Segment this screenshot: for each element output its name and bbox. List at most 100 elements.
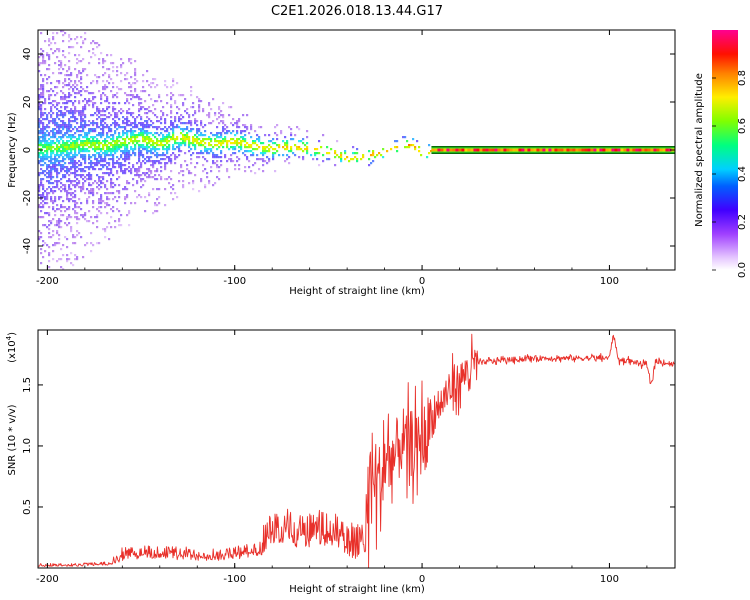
spectrogram-cell bbox=[110, 150, 113, 153]
spectrogram-cell bbox=[98, 58, 101, 61]
spectrogram-cell bbox=[46, 166, 49, 169]
spectrogram-cell bbox=[74, 172, 77, 175]
spectrogram-cell bbox=[182, 94, 185, 97]
spectrogram-cell bbox=[86, 134, 89, 137]
spectrogram-cell bbox=[134, 60, 137, 63]
spectrogram-cell bbox=[104, 192, 107, 195]
spectrogram-cell bbox=[58, 196, 61, 199]
spectrogram-cell bbox=[90, 130, 93, 133]
spectrogram-cell bbox=[60, 154, 63, 157]
spectrogram-cell bbox=[82, 188, 85, 191]
spectrogram-cell bbox=[108, 102, 111, 105]
spectrogram-cell bbox=[66, 152, 69, 155]
spectrogram-cell bbox=[68, 110, 71, 113]
spectrogram-cell bbox=[58, 126, 61, 129]
spectrogram-cell bbox=[140, 180, 143, 183]
spectrogram-cell bbox=[66, 110, 69, 113]
spectrogram-cell bbox=[240, 140, 243, 143]
spectrogram-cell bbox=[70, 144, 73, 147]
spectrogram-cell bbox=[302, 142, 305, 145]
spectrogram-cell bbox=[76, 84, 79, 87]
spectrogram-cell bbox=[138, 146, 141, 149]
spectrogram-cell bbox=[168, 176, 171, 179]
spectrogram-cell bbox=[72, 160, 75, 163]
spectrogram-cell bbox=[114, 152, 117, 155]
spectrogram-cell bbox=[76, 216, 79, 219]
spectrogram-cell bbox=[74, 148, 77, 151]
spectrogram-cell bbox=[254, 130, 257, 133]
spectrogram-cell bbox=[80, 60, 83, 63]
spectrogram-cell bbox=[130, 202, 133, 205]
spectrogram-cell bbox=[48, 134, 51, 137]
spectrogram-cell bbox=[126, 150, 129, 153]
spectrogram-cell bbox=[144, 130, 147, 133]
spectrogram-cell bbox=[154, 162, 157, 165]
spectrogram-cell bbox=[46, 52, 49, 55]
spectrogram-cell bbox=[62, 140, 65, 143]
spectrogram-cell bbox=[136, 196, 139, 199]
spectrogram-cell bbox=[46, 134, 49, 137]
spectrogram-cell bbox=[104, 150, 107, 153]
tone-cell bbox=[665, 148, 669, 152]
x-tick-label: -200 bbox=[36, 574, 59, 585]
spectrogram-cell bbox=[208, 116, 211, 119]
spectrogram-cell bbox=[84, 126, 87, 129]
spectrogram-cell bbox=[52, 168, 55, 171]
spectrogram-cell bbox=[86, 166, 89, 169]
spectrogram-cell bbox=[98, 176, 101, 179]
spectrogram-cell bbox=[160, 140, 163, 143]
spectrogram-cell bbox=[154, 154, 157, 157]
spectrogram-cell bbox=[64, 190, 67, 193]
spectrogram-cell bbox=[68, 148, 71, 151]
spectrogram-cell bbox=[64, 154, 67, 157]
spectrogram-cell bbox=[54, 94, 57, 97]
spectrogram-cell bbox=[74, 92, 77, 95]
spectrogram-cell bbox=[284, 160, 287, 163]
spectrogram-cell bbox=[106, 108, 109, 111]
spectrogram-cell bbox=[274, 148, 277, 151]
spectrogram-cell bbox=[136, 126, 139, 129]
spectrogram-cell bbox=[86, 124, 89, 127]
spectrogram-cell bbox=[340, 160, 343, 163]
spectrogram-cell bbox=[68, 200, 71, 203]
spectrogram-cell bbox=[48, 182, 51, 185]
spectrogram-cell bbox=[126, 116, 129, 119]
spectrogram-cell bbox=[52, 218, 55, 221]
spectrogram-cell bbox=[124, 164, 127, 167]
spectrogram-cell bbox=[368, 164, 371, 167]
spectrogram-cell bbox=[48, 156, 51, 159]
spectrogram-cell bbox=[128, 182, 131, 185]
spectrogram-cell bbox=[50, 136, 53, 139]
spectrogram-cell bbox=[224, 140, 227, 143]
spectrogram-cell bbox=[106, 202, 109, 205]
spectrogram-cell bbox=[82, 114, 85, 117]
colorbar-tick-label: 0.6 bbox=[737, 118, 748, 134]
spectrogram-cell bbox=[80, 94, 83, 97]
spectrogram-cell bbox=[200, 132, 203, 135]
spectrogram-cell bbox=[58, 114, 61, 117]
spectrogram-cell bbox=[70, 230, 73, 233]
spectrogram-cell bbox=[98, 90, 101, 93]
spectrogram-cell bbox=[334, 152, 337, 155]
spectrogram-cell bbox=[40, 86, 43, 89]
spectrogram-cell bbox=[90, 146, 93, 149]
spectrogram-cell bbox=[198, 152, 201, 155]
spectrogram-cell bbox=[168, 146, 171, 149]
spectrogram-cell bbox=[38, 124, 41, 127]
spectrogram-cell bbox=[44, 202, 47, 205]
spectrogram-cell bbox=[240, 132, 243, 135]
spectrogram-cell bbox=[236, 126, 239, 129]
spectrogram-cell bbox=[50, 114, 53, 117]
spectrogram-cell bbox=[70, 180, 73, 183]
spectrogram-cell bbox=[76, 202, 79, 205]
spectrogram-cell bbox=[200, 180, 203, 183]
spectrogram-cell bbox=[236, 120, 239, 123]
colorbar-ticks: 0.00.20.40.60.8 bbox=[712, 70, 748, 278]
spectrogram-cell bbox=[40, 142, 43, 145]
spectrogram-cell bbox=[252, 140, 255, 143]
spectrogram-cell bbox=[140, 178, 143, 181]
spectrogram-cell bbox=[148, 106, 151, 109]
spectrogram-cell bbox=[210, 148, 213, 151]
spectrogram-cell bbox=[262, 160, 265, 163]
spectrogram-cell bbox=[110, 134, 113, 137]
